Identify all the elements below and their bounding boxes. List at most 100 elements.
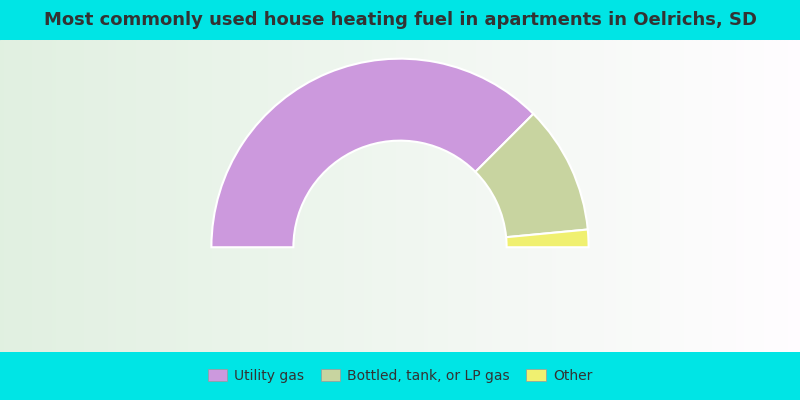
Bar [84,40,88,352]
Bar [108,40,112,352]
Bar [184,40,188,352]
Bar [596,40,600,352]
Bar [364,40,368,352]
Bar [716,40,720,352]
Bar [0,74,800,78]
Bar [88,40,92,352]
Bar [752,40,756,352]
Bar [0,146,800,149]
Bar [204,40,208,352]
Bar [324,40,328,352]
Bar [288,40,292,352]
Bar [236,40,240,352]
Bar [696,40,700,352]
Bar [460,40,464,352]
Bar [316,40,320,352]
Bar [0,274,800,277]
Bar [608,40,612,352]
Bar [0,90,800,93]
Bar [0,218,800,221]
Bar [0,346,800,349]
Bar [128,40,132,352]
Bar [432,40,436,352]
Bar [0,314,800,318]
Bar [0,208,800,212]
Bar [244,40,248,352]
Bar [772,40,776,352]
Bar [0,40,800,43]
Bar [660,40,664,352]
Bar [340,40,344,352]
Bar [604,40,608,352]
Bar [200,40,204,352]
Bar [264,40,268,352]
Bar [0,230,800,234]
Bar [152,40,156,352]
Bar [192,40,196,352]
Bar [0,80,800,84]
Bar [0,171,800,174]
Bar [676,40,680,352]
Bar [528,40,532,352]
Bar [748,40,752,352]
Wedge shape [211,59,534,247]
Bar [488,40,492,352]
Bar [0,305,800,308]
Bar [0,106,800,109]
Bar [520,40,524,352]
Bar [632,40,636,352]
Bar [12,40,16,352]
Bar [0,68,800,71]
Bar [600,40,604,352]
Bar [212,40,216,352]
Bar [0,333,800,336]
Bar [0,87,800,90]
Bar [588,40,592,352]
Bar [248,40,252,352]
Bar [132,40,136,352]
Bar [664,40,668,352]
Bar [0,324,800,327]
Bar [512,40,516,352]
Bar [412,40,416,352]
Bar [0,280,800,283]
Bar [0,318,800,321]
Bar [424,40,428,352]
Bar [48,40,52,352]
Bar [0,308,800,312]
Bar [0,330,800,333]
Bar [0,293,800,296]
Bar [0,243,800,246]
Bar [688,40,692,352]
Bar [0,221,800,224]
Bar [80,40,84,352]
Bar [0,227,800,230]
Bar [60,40,64,352]
Bar [0,236,800,240]
Bar [0,327,800,330]
Bar [120,40,124,352]
Bar [740,40,744,352]
Bar [0,205,800,208]
Bar [0,224,800,227]
Bar [0,336,800,340]
Bar [0,277,800,280]
Bar [328,40,332,352]
Bar [564,40,568,352]
Bar [140,40,144,352]
Bar [700,40,704,352]
Bar [536,40,540,352]
Bar [548,40,552,352]
Bar [756,40,760,352]
Bar [0,340,800,343]
Bar [0,177,800,180]
Bar [280,40,284,352]
Bar [0,246,800,249]
Bar [0,43,800,46]
Bar [0,149,800,152]
Bar [388,40,392,352]
Bar [300,40,304,352]
Bar [476,40,480,352]
Bar [760,40,764,352]
Bar [480,40,484,352]
